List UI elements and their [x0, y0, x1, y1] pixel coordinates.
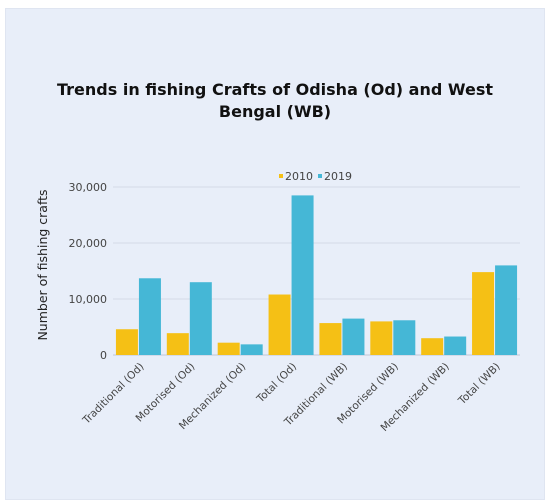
bar-2010-1[interactable] [166, 333, 189, 355]
bar-2019-4[interactable] [342, 318, 365, 355]
bar-2019-6[interactable] [444, 336, 467, 355]
bar-2019-2[interactable] [240, 344, 263, 355]
bar-2019-1[interactable] [189, 282, 212, 355]
bar-2019-7[interactable] [495, 265, 518, 355]
bar-2010-6[interactable] [421, 338, 444, 355]
y-tick-label: 10,000 [69, 293, 108, 306]
chart-title-line-1: Trends in fishing Crafts of Odisha (Od) … [57, 80, 493, 99]
x-tick-label: Total (WB) [456, 361, 503, 408]
chart-title-line-2: Bengal (WB) [218, 102, 332, 121]
bar-2010-7[interactable] [472, 272, 495, 355]
bar-2010-3[interactable] [268, 294, 291, 355]
legend-swatch-2019 [318, 174, 322, 178]
bar-2019-0[interactable] [138, 278, 161, 355]
y-tick-label: 30,000 [69, 181, 108, 194]
chart-card [5, 8, 545, 500]
y-axis-ticks: 0 10,000 20,000 30,000 [69, 181, 108, 362]
y-tick-label: 20,000 [69, 237, 108, 250]
legend-label-2019: 2019 [324, 170, 352, 183]
x-axis-ticks: Traditional (Od)Motorised (Od)Mechanized… [80, 361, 503, 434]
y-axis-label: Number of fishing crafts [35, 189, 50, 340]
bar-2010-2[interactable] [217, 342, 240, 355]
chart-title: Trends in fishing Crafts of Odisha (Od) … [0, 79, 550, 123]
x-tick-label: Total (Od) [254, 361, 299, 406]
legend-label-2010: 2010 [285, 170, 313, 183]
gridlines [113, 186, 520, 356]
legend: 2010 2019 [279, 170, 352, 183]
bar-2019-5[interactable] [393, 320, 416, 355]
bars [115, 195, 518, 355]
bar-2010-5[interactable] [370, 321, 393, 355]
bar-2019-3[interactable] [291, 195, 314, 355]
y-tick-label: 0 [100, 349, 107, 362]
bar-2010-0[interactable] [115, 329, 138, 355]
bar-2010-4[interactable] [319, 323, 342, 355]
legend-swatch-2010 [279, 174, 283, 178]
